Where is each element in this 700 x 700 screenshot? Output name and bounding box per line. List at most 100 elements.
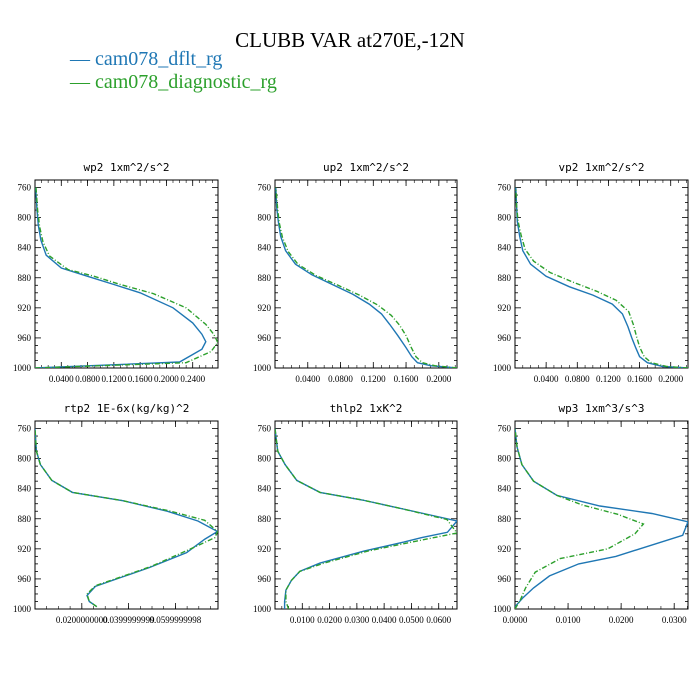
x-tick-label: 0.0599999998 [150, 615, 202, 625]
panel-title: rtp2 1E-6x(kg/kg)^2 [64, 402, 190, 415]
y-tick-label: 880 [498, 273, 512, 283]
x-tick-label: 0.1200 [596, 374, 621, 384]
y-tick-label: 920 [18, 303, 32, 313]
plot-frame [514, 179, 689, 369]
plot-frame [274, 420, 458, 610]
x-tick-label: 0.0400 [295, 374, 320, 384]
y-tick-label: 960 [258, 574, 272, 584]
y-tick-label: 840 [498, 484, 512, 494]
x-tick-label: 0.1600 [394, 374, 419, 384]
x-tick-label: 0.0000 [503, 615, 528, 625]
y-tick-label: 920 [18, 544, 32, 554]
panel-title: vp2 1xm^2/s^2 [558, 161, 644, 174]
y-tick-label: 840 [258, 484, 272, 494]
y-tick-label: 800 [18, 454, 32, 464]
y-tick-label: 800 [258, 454, 272, 464]
x-tick-label: 0.1200 [361, 374, 386, 384]
series-line-dflt [515, 187, 688, 368]
y-tick-label: 760 [18, 183, 32, 193]
legend-label-dflt: cam078_dflt_rg [95, 48, 223, 70]
series-line-diagnostic [275, 428, 457, 609]
x-tick-label: 0.0400 [372, 615, 397, 625]
series-line-dflt [35, 428, 218, 608]
x-tick-label: 0.0200 [609, 615, 634, 625]
panel-1: up2 1xm^2/s^2 760 800 840 880 920 960 1000 0.040… [253, 161, 458, 384]
panel-3: rtp2 1E-6x(kg/kg)^2 760 800 840 880 920 960 100… [13, 402, 219, 625]
x-tick-label: 0.0500 [399, 615, 424, 625]
panel-title: wp2 1xm^2/s^2 [83, 161, 169, 174]
y-tick-label: 920 [498, 544, 512, 554]
x-tick-label: 0.0800 [565, 374, 590, 384]
y-tick-label: 920 [258, 544, 272, 554]
x-tick-label: 0.2400 [180, 374, 205, 384]
y-tick-label: 880 [258, 514, 272, 524]
x-tick-label: 0.2000 [154, 374, 179, 384]
x-tick-label: 0.0600 [426, 615, 451, 625]
y-tick-label: 840 [18, 243, 32, 253]
x-tick-label: 0.0400 [534, 374, 559, 384]
legend-entry-diagnostic: — cam078_diagnostic_rg [70, 71, 277, 94]
y-tick-label: 960 [18, 574, 32, 584]
panel-5: wp3 1xm^3/s^3 760 800 840 880 920 960 10000.000… [493, 402, 689, 625]
series-line-diagnostic [275, 187, 457, 368]
y-tick-label: 880 [18, 514, 32, 524]
plot-frame [34, 179, 219, 369]
series-line-dflt [275, 428, 457, 609]
x-tick-label: 0.2000 [658, 374, 683, 384]
x-tick-label: 0.1200 [101, 374, 126, 384]
x-tick-label: 0.0100 [290, 615, 315, 625]
x-tick-label: 0.1600 [627, 374, 652, 384]
legend-dash-dflt: — [70, 48, 95, 70]
plot-frame [514, 420, 689, 610]
y-tick-label: 880 [18, 273, 32, 283]
y-tick-label: 800 [258, 213, 272, 223]
legend-dash-diagnostic: — [70, 71, 95, 93]
x-tick-label: 0.0800 [75, 374, 100, 384]
y-tick-label: 920 [258, 303, 272, 313]
y-tick-label: 880 [498, 514, 512, 524]
x-tick-label: 0.1600 [128, 374, 153, 384]
y-tick-label: 1000 [253, 604, 272, 614]
plot-frame [274, 179, 458, 369]
x-tick-label: 0.0400 [49, 374, 74, 384]
y-tick-label: 840 [498, 243, 512, 253]
x-tick-label: 0.0300 [344, 615, 369, 625]
y-tick-label: 840 [18, 484, 32, 494]
y-tick-label: 960 [498, 574, 512, 584]
y-tick-label: 1000 [253, 363, 272, 373]
x-tick-label: 0.2000 [426, 374, 451, 384]
series-line-diagnostic [515, 428, 645, 609]
panel-title: thlp2 1xK^2 [330, 402, 403, 415]
panel-2: vp2 1xm^2/s^2 760 800 840 880 920 960 1000 0.040… [493, 161, 689, 384]
x-tick-label: 0.0300 [662, 615, 687, 625]
y-tick-label: 1000 [13, 363, 32, 373]
y-tick-label: 800 [498, 213, 512, 223]
y-tick-label: 800 [498, 454, 512, 464]
y-tick-label: 1000 [13, 604, 32, 614]
x-tick-label: 0.0399999999 [103, 615, 155, 625]
y-tick-label: 1000 [493, 604, 512, 614]
y-tick-label: 800 [18, 213, 32, 223]
series-line-dflt [275, 187, 457, 368]
y-tick-label: 760 [18, 424, 32, 434]
y-tick-label: 760 [498, 424, 512, 434]
y-tick-label: 960 [498, 333, 512, 343]
panel-title: up2 1xm^2/s^2 [323, 161, 409, 174]
series-line-dflt [35, 187, 207, 368]
x-tick-label: 0.0800 [328, 374, 353, 384]
series-line-diagnostic [35, 187, 218, 368]
x-tick-label: 0.0200000000 [56, 615, 108, 625]
y-tick-label: 960 [258, 333, 272, 343]
legend: — cam078_dflt_rg — cam078_diagnostic_rg [70, 48, 277, 94]
legend-entry-dflt: — cam078_dflt_rg [70, 48, 277, 71]
series-line-dflt [515, 428, 688, 608]
y-tick-label: 760 [498, 183, 512, 193]
legend-label-diagnostic: cam078_diagnostic_rg [95, 71, 277, 93]
y-tick-label: 920 [498, 303, 512, 313]
y-tick-label: 880 [258, 273, 272, 283]
panel-title: wp3 1xm^3/s^3 [558, 402, 644, 415]
plot-frame [34, 420, 219, 610]
series-line-diagnostic [515, 187, 688, 368]
